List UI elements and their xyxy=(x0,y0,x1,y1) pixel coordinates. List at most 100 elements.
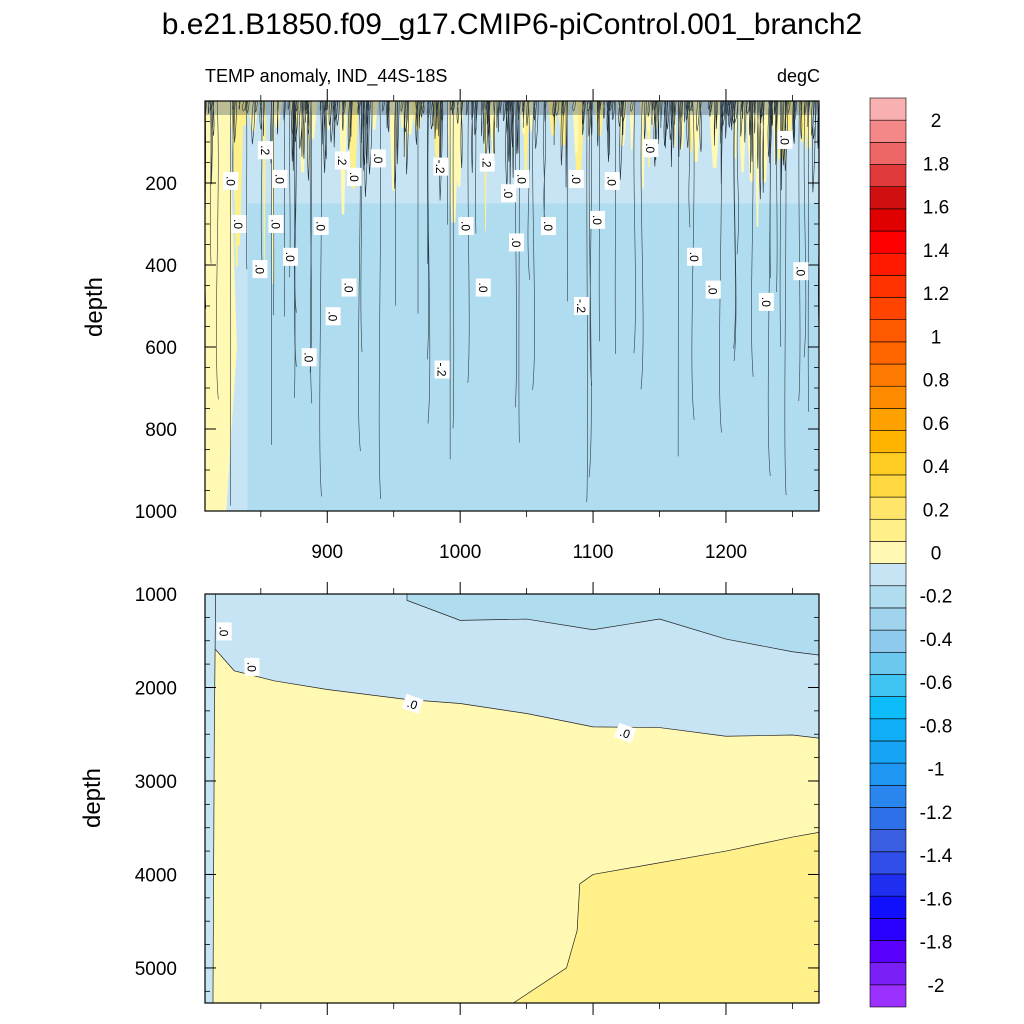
colorbar-label: 1.8 xyxy=(923,154,949,175)
upper-contour-label-text: .0 xyxy=(706,285,720,295)
lower-y-tick-label: 4000 xyxy=(135,865,177,886)
upper-contour-line xyxy=(387,101,390,133)
upper-contour-line xyxy=(502,101,506,122)
upper-contour-line xyxy=(328,101,332,126)
colorbar-label: -1.8 xyxy=(920,933,953,954)
upper-contour-label-box xyxy=(268,215,284,233)
upper-contour-line xyxy=(751,101,754,162)
upper-contour-label-box xyxy=(758,292,774,311)
upper-contour-line xyxy=(533,101,536,121)
upper-contour-line xyxy=(603,101,606,119)
upper-contour-line xyxy=(405,101,410,175)
upper-y-tick-label: 200 xyxy=(145,174,177,195)
upper-contour-line xyxy=(560,101,564,166)
upper-contour-label-text: .0 xyxy=(777,135,791,145)
upper-contour-line xyxy=(674,101,677,125)
upper-contour-label: .0 xyxy=(687,247,703,266)
upper-contour-label-box xyxy=(604,171,620,190)
upper-contour-line xyxy=(404,101,409,132)
lower-contour-label-text: .0 xyxy=(217,626,231,636)
upper-contour-line xyxy=(686,101,690,113)
upper-y-tick-label: 600 xyxy=(145,338,177,359)
upper-contour-line xyxy=(451,101,455,115)
upper-deep-contour-line xyxy=(426,101,429,360)
upper-contour-label-box xyxy=(590,210,606,229)
upper-deep-contour-line xyxy=(209,101,212,264)
upper-deep-contour-line xyxy=(719,101,722,433)
lower-contour-label: .0 xyxy=(614,722,637,743)
upper-contour-line xyxy=(438,101,441,137)
upper-contour-line xyxy=(422,101,425,114)
upper-contour-line xyxy=(741,101,744,120)
upper-contour-label-box xyxy=(687,247,703,266)
lower-contour-label-text: .0 xyxy=(405,696,419,713)
upper-contour-label-text: .2 xyxy=(480,157,494,167)
upper-deep-contour-line xyxy=(518,101,520,443)
upper-contour-line xyxy=(572,101,576,112)
colorbar: -2 -1.8 -1.6 -1.4 -1.2 -1 -0.8 -0.6 -0.4 -0.2 0 0.2… xyxy=(869,97,953,1008)
upper-warm-spike xyxy=(629,101,635,150)
colorbar-label: 0.8 xyxy=(923,371,949,392)
colorbar-label: 1.4 xyxy=(923,241,950,262)
upper-contour-label: .0 xyxy=(341,278,357,297)
upper-deep-contour-line xyxy=(378,101,382,499)
upper-contour-label-text: .0 xyxy=(458,221,472,231)
upper-contour-line xyxy=(608,101,611,156)
upper-contour-label-text: .0 xyxy=(590,215,604,225)
upper-deep-contour-line xyxy=(216,101,219,400)
colorbar-swatch xyxy=(869,541,907,564)
upper-contour-line xyxy=(762,101,765,193)
upper-contour-label: .0 xyxy=(325,307,341,326)
upper-contour-line xyxy=(740,101,744,112)
upper-deep-contour-line xyxy=(640,101,644,390)
upper-contour-label: -.2 xyxy=(574,297,590,315)
upper-warm-spike xyxy=(247,101,259,132)
upper-contour-line xyxy=(657,101,660,145)
upper-contour-label-text: .0 xyxy=(302,352,316,362)
colorbar-swatch xyxy=(869,585,907,609)
upper-contour-line xyxy=(609,101,612,111)
upper-contour-label-box xyxy=(346,167,362,186)
upper-contour-label-text: .0 xyxy=(371,153,385,163)
colorbar-swatch xyxy=(869,385,907,409)
upper-contour-label: .2 xyxy=(257,141,273,160)
colorbar-label: -1.4 xyxy=(920,846,953,867)
upper-contour-line xyxy=(482,101,485,144)
upper-contour-line xyxy=(341,101,345,131)
upper-contour-line xyxy=(522,101,525,112)
lower-y-tick-label: 5000 xyxy=(135,959,177,980)
upper-contour-line xyxy=(800,101,803,113)
upper-contour-line xyxy=(732,101,735,124)
upper-contour-label-box xyxy=(514,169,530,188)
upper-contour-line xyxy=(774,101,777,116)
colorbar-swatch xyxy=(869,984,907,1008)
upper-contour-line xyxy=(655,101,659,160)
colorbar-swatch xyxy=(869,430,907,454)
lower-contour-label-box xyxy=(401,693,424,714)
upper-deep-contour-line xyxy=(475,101,477,234)
upper-y-axis-label: depth xyxy=(81,277,108,337)
upper-contour-line xyxy=(647,101,651,117)
upper-contour-line xyxy=(744,101,747,143)
upper-contour-line xyxy=(276,101,280,135)
upper-contour-line xyxy=(757,101,760,169)
colorbar-label: 2 xyxy=(931,111,942,132)
upper-contour-label: .0 xyxy=(540,217,556,236)
upper-contour-label: .0 xyxy=(758,292,774,311)
upper-contour-label-text: .0 xyxy=(605,176,619,186)
upper-deep-contour-line xyxy=(260,101,263,261)
upper-contour-line xyxy=(754,101,757,134)
upper-contour-line xyxy=(393,101,398,189)
upper-contour-label-box xyxy=(793,262,809,281)
upper-contour-label-box xyxy=(301,348,317,367)
upper-contour-label: .0 xyxy=(793,262,809,281)
upper-contour-line xyxy=(713,101,717,146)
upper-contour-label: .0 xyxy=(458,217,474,236)
lower-y-tick-label: 2000 xyxy=(135,678,177,699)
upper-contour-line xyxy=(397,101,400,165)
upper-panel: 200 400 600 800 1000 900 1000 1100 1200 .2 .0 .0 .2… xyxy=(81,89,820,563)
upper-contour-label: .0 xyxy=(643,139,659,158)
upper-contour-label: .0 xyxy=(268,215,284,233)
upper-contour-line xyxy=(591,101,594,136)
upper-contour-line xyxy=(612,101,616,121)
